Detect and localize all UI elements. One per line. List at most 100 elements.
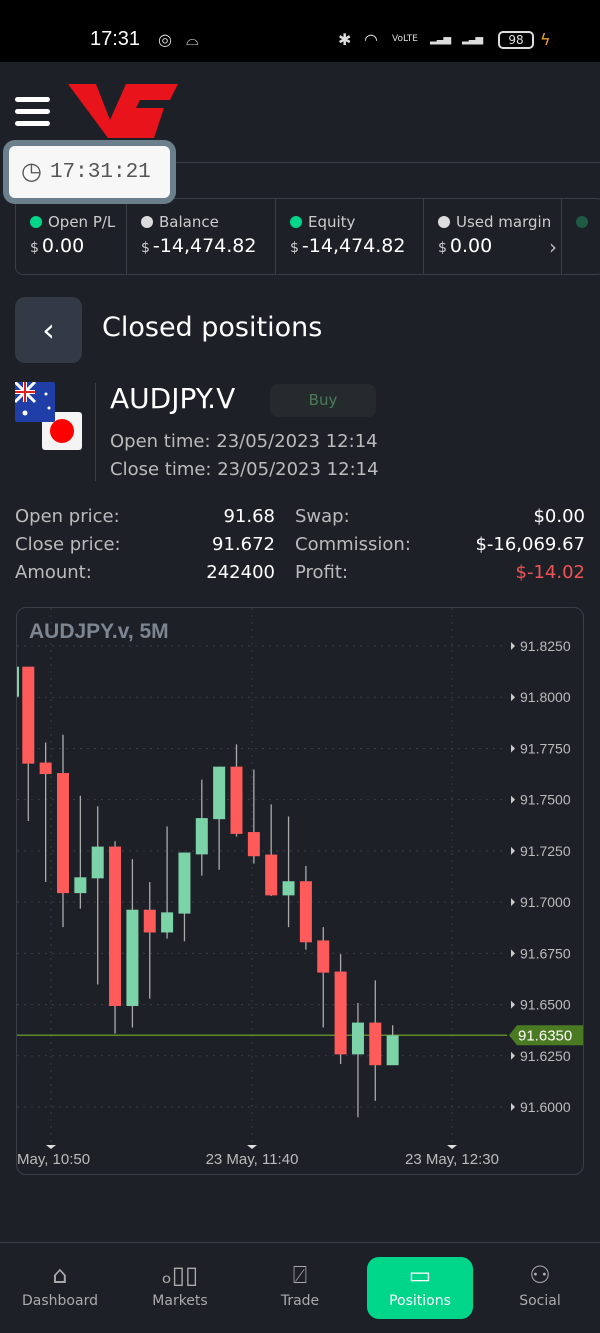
y-tick-label: 91.7500 — [520, 792, 571, 808]
x-tick-marker — [46, 1145, 56, 1149]
clock-icon: ◷ — [21, 160, 42, 187]
x-tick-marker — [247, 1145, 257, 1149]
server-clock: ◷ 17:31:21 — [3, 140, 176, 204]
y-tick-label: 91.6000 — [520, 1099, 571, 1115]
signal-icon: ▂▃▅ — [430, 34, 451, 45]
y-tick-label: 91.6250 — [520, 1048, 571, 1064]
currency: $ — [438, 240, 447, 256]
stat-equity: Equity $ -14,474.82 — [276, 199, 424, 274]
price-chart[interactable]: 91.8250 91.8000 91.7750 91.7500 91.7250 91.70… — [16, 607, 584, 1175]
home-icon: ⌂ — [52, 1261, 68, 1289]
chart-title: AUDJPY.v, 5M — [29, 620, 169, 643]
candlestick-chart[interactable]: 91.8250 91.8000 91.7750 91.7500 91.7250 91.70… — [17, 608, 584, 1175]
detail-row: Open price: 91.68 Swap: $0.00 — [15, 503, 585, 531]
candle-body — [299, 881, 312, 943]
symbol: AUDJPY.V — [110, 382, 236, 415]
side-badge: Buy — [270, 384, 376, 417]
x-tick-label: 23 May, 12:30 — [405, 1151, 499, 1168]
tick-arrow — [511, 898, 515, 907]
tick-arrow — [511, 1103, 515, 1112]
divider — [95, 383, 96, 481]
tick-arrow — [511, 642, 515, 650]
bluetooth-icon: ✱ — [338, 30, 352, 49]
y-tick-label: 91.7000 — [520, 894, 571, 910]
currency: $ — [141, 240, 150, 256]
label: Open price: — [15, 506, 120, 527]
nav-trade[interactable]: ⍁ Trade — [247, 1257, 353, 1319]
candle-body — [39, 762, 52, 775]
folder-icon: ▭ — [408, 1261, 432, 1289]
candle-body — [334, 971, 347, 1055]
label: Profit: — [295, 562, 349, 583]
candle-body — [247, 832, 260, 857]
stat-value: -14,474.82 — [301, 235, 406, 257]
tick-arrow — [511, 846, 515, 855]
currency: $ — [290, 240, 299, 256]
candle-body — [74, 877, 87, 894]
candle-body — [22, 666, 35, 764]
stat-next-partial — [562, 199, 596, 274]
candle-body — [126, 909, 139, 1007]
chevron-right-icon[interactable]: › — [549, 235, 557, 259]
y-tick-label: 91.8000 — [520, 689, 571, 705]
status-bar: 17:31 ◎ ⌓ ✱ ◠ VoLTE ▂▃▅ ▂▃▅ 98 ϟ — [0, 0, 600, 62]
candle-body-partial — [17, 666, 19, 697]
profit-value: $-14.02 — [515, 562, 585, 583]
chart-monitor-icon: ⍁ — [292, 1261, 308, 1289]
candle-body — [178, 852, 191, 914]
currency: $ — [30, 240, 39, 256]
candle-body — [265, 854, 278, 896]
nav-positions[interactable]: ▭ Positions — [367, 1257, 473, 1319]
y-tick-label: 91.8250 — [520, 638, 571, 654]
candle-body — [351, 1022, 364, 1055]
clock-time: 17:31:21 — [49, 160, 151, 184]
label: Commission: — [295, 534, 411, 555]
nav-label: Positions — [389, 1293, 451, 1309]
x-tick-label: May, 10:50 — [17, 1151, 90, 1168]
stat-value: -14,474.82 — [152, 235, 257, 257]
status-dot — [290, 216, 302, 228]
tick-arrow — [511, 949, 515, 958]
back-button[interactable]: ‹ — [15, 297, 82, 363]
charging-icon: ϟ — [540, 30, 551, 49]
candle-body — [91, 846, 104, 879]
nav-dashboard[interactable]: ⌂ Dashboard — [7, 1257, 113, 1319]
value: $-16,069.67 — [475, 534, 585, 555]
instagram-icon: ◎ — [158, 30, 172, 49]
notification-icon: ⌓ — [186, 30, 199, 49]
current-price-tag — [509, 1025, 583, 1046]
nav-social[interactable]: ⚇ Social — [487, 1257, 593, 1319]
stat-label: Used margin — [456, 213, 552, 231]
position-details: Open price: 91.68 Swap: $0.00 Close price: 9… — [15, 503, 585, 587]
label: Swap: — [295, 506, 350, 527]
position-times: Open time: 23/05/2023 12:14 Close time: … — [110, 428, 379, 484]
status-dot — [438, 216, 450, 228]
value: 91.68 — [223, 506, 275, 527]
candle-body — [317, 940, 330, 973]
candle-body — [282, 881, 295, 896]
volte-icon: VoLTE — [392, 34, 418, 44]
open-time: Open time: 23/05/2023 12:14 — [110, 431, 378, 452]
label: Close price: — [15, 534, 121, 555]
status-dot — [576, 216, 588, 228]
y-tick-label: 91.6500 — [520, 997, 571, 1013]
currency-pair-flags — [15, 382, 82, 450]
nav-label: Dashboard — [22, 1293, 98, 1309]
y-tick-label: 91.6750 — [520, 945, 571, 961]
x-tick-marker — [447, 1145, 457, 1149]
detail-row: Amount: 242400 Profit: $-14.02 — [15, 559, 585, 587]
value: 242400 — [206, 562, 275, 583]
menu-button[interactable] — [15, 97, 50, 133]
candle-body — [109, 846, 122, 1007]
signal-icon-2: ▂▃▅ — [462, 34, 483, 45]
x-tick-label: 23 May, 11:40 — [206, 1151, 299, 1168]
candle-body — [161, 912, 174, 933]
candle-body — [143, 909, 156, 933]
stat-value: 0.00 — [41, 235, 85, 257]
status-time: 17:31 — [90, 28, 141, 50]
stat-label: Balance — [159, 213, 219, 231]
status-dot — [141, 216, 153, 228]
nav-markets[interactable]: ₒ▯▯ Markets — [127, 1257, 233, 1319]
chevron-left-icon: ‹ — [42, 311, 55, 349]
divider — [176, 162, 600, 163]
